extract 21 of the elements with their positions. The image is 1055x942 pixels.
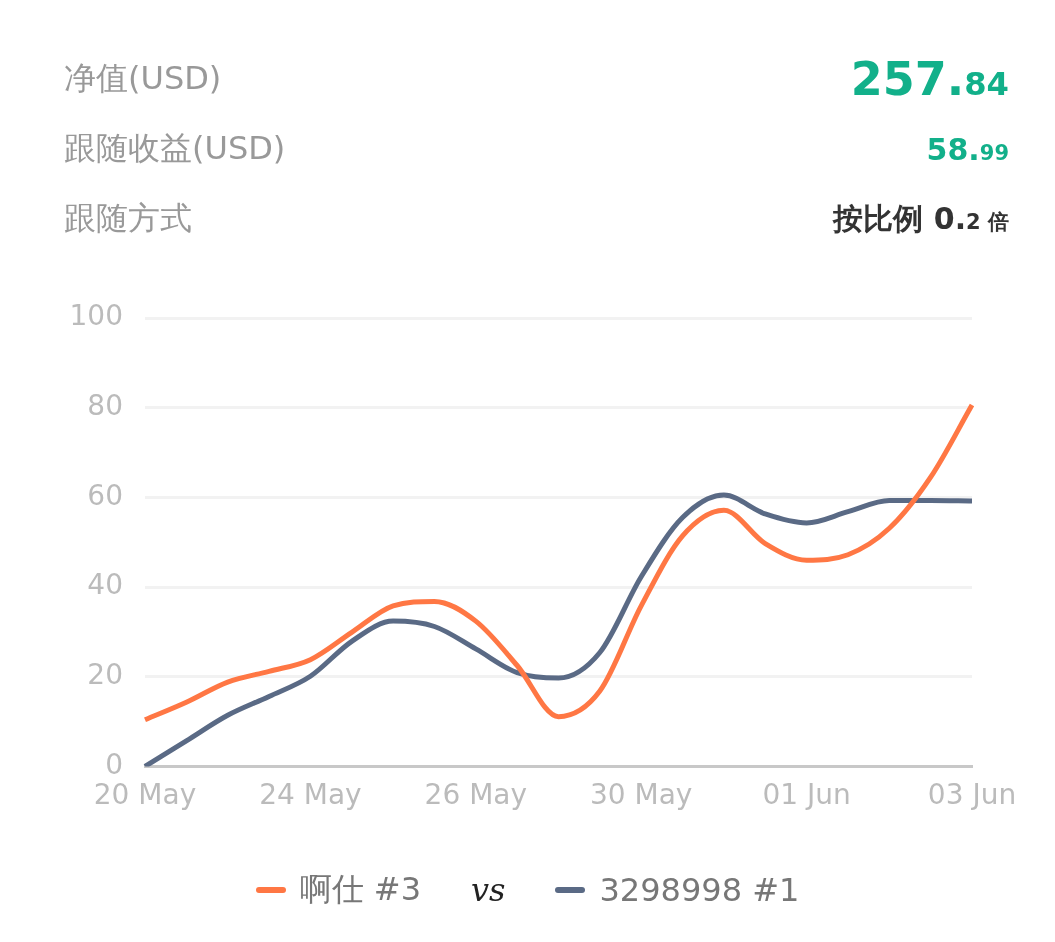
text: vs: [470, 871, 506, 909]
x-tick-label: 26 May: [424, 778, 528, 812]
legend-label: 啊仕 #3: [299, 869, 421, 910]
y-tick-label: 100: [69, 299, 123, 333]
text: 58.99: [926, 131, 1009, 167]
y-tick-label: 0: [105, 747, 123, 781]
y-tick-label: 20: [87, 658, 123, 691]
x-tick-label: 20 May: [93, 778, 197, 812]
text: 净值(USD): [64, 58, 222, 99]
y-tick-label: 40: [87, 568, 123, 602]
x-tick-label: 03 Jun: [927, 778, 1017, 812]
text: 跟随收益(USD): [64, 128, 286, 169]
y-tick-label: 80: [87, 388, 123, 422]
x-tick-label: 01 Jun: [762, 778, 851, 812]
x-tick-label: 30 May: [589, 778, 693, 812]
text: 跟随方式: [64, 198, 192, 239]
text: 按比例 0.2 倍: [833, 199, 1009, 238]
y-tick-label: 60: [87, 478, 123, 512]
x-tick-label: 24 May: [259, 778, 362, 812]
text: 257.84: [850, 52, 1009, 106]
legend-label: 3298998 #1: [599, 871, 800, 909]
